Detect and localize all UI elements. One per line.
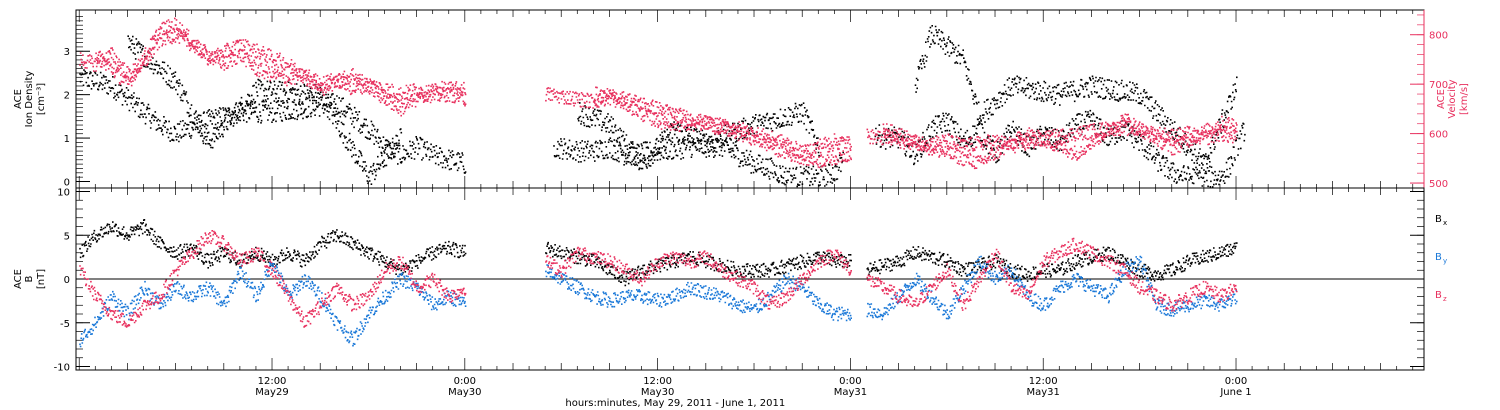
x-tick-label-date: May31 [1027,387,1060,398]
top-right-axis-label: [km/s] [1459,83,1470,115]
x-tick-label-date: May29 [255,387,288,398]
top-left-axis-label: Ion Density [24,71,35,128]
x-tick-label-time: 12:00 [1029,376,1058,387]
x-tick-label-date: May31 [834,387,867,398]
series-by [79,255,1238,348]
series-bz-points-2 [866,237,1238,312]
series-velocity-points-0 [79,28,467,107]
series-bx-points-0 [79,219,467,276]
top-left-tick-label: 3 [64,47,70,58]
x-tick-label-date: May30 [641,387,674,398]
top-left-tick-label: 1 [64,134,70,145]
bottom-left-tick-label: -10 [54,363,70,374]
x-tick-label-time: 0:00 [1225,376,1247,387]
bottom-left-tick-label: 10 [57,188,70,199]
x-tick-label-date: May30 [448,387,481,398]
x-axis-title: hours:minutes, May 29, 2011 - June 1, 20… [565,398,785,409]
top-right-tick-label: 800 [1429,31,1448,42]
legend-sub-y: y [1443,257,1447,265]
series-velocity-points-1 [95,17,467,117]
legend-label-x: B [1435,214,1442,225]
top-right-tick-label: 700 [1429,80,1448,91]
x-tick-label-time: 0:00 [454,376,476,387]
top-left-tick-label: 2 [64,91,70,102]
top-right-axis-label: ACE [1436,89,1447,109]
series-velocity [79,17,1238,170]
series-velocity-points-4 [866,120,1238,154]
legend-sub-z: z [1443,295,1447,303]
series-density-points-0 [79,66,467,174]
series-by-points-2 [866,255,1238,321]
series-velocity-points-5 [882,113,1238,170]
bottom-left-tick-label: -5 [60,319,70,330]
series-bz-points-1 [545,246,852,310]
series-by-points-1 [545,264,852,322]
series-bz [79,230,1238,328]
bottom-left-axis-label: [nT] [36,269,47,289]
legend-label-z: B [1435,290,1442,301]
bottom-left-tick-label: 0 [64,275,70,286]
top-panel-frame [75,9,1425,189]
bottom-left-axis-label: B [24,275,35,282]
top-left-axis-label: ACE [13,89,24,109]
time-axis: 12:00May290:00May3012:00May300:00May3112… [78,10,1414,409]
bottom-left-tick-label: 5 [64,231,70,242]
top-right-tick-label: 500 [1429,179,1448,190]
top-left-tick-label: 0 [64,177,70,188]
legend-sub-x: x [1443,219,1447,227]
x-tick-label-time: 0:00 [839,376,861,387]
series-density-points-1 [127,35,403,185]
series-bx-points-2 [866,242,1238,282]
series-velocity-points-3 [593,86,852,169]
series-by-points-0 [79,262,467,348]
top-right-axis-label: Velocity [1447,79,1458,118]
x-tick-label-time: 12:00 [258,376,287,387]
bottom-left-axis-label: ACE [13,269,24,289]
x-tick-label-date: June 1 [1219,387,1251,398]
top-right-tick-label: 600 [1429,130,1448,141]
series-bz-points-0 [79,230,467,328]
series-density-points-5 [914,25,1238,166]
series-density [79,25,1246,188]
top-left-axis-label: [cm⁻³] [36,83,47,115]
x-tick-label-time: 12:00 [643,376,672,387]
legend-label-y: B [1435,252,1442,263]
